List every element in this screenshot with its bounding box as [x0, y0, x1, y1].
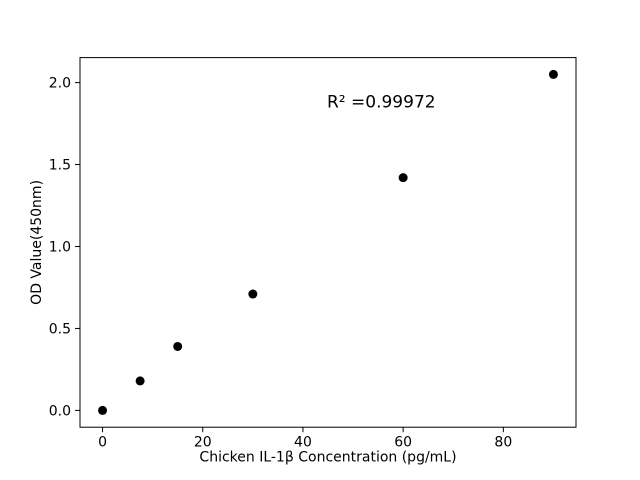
r-squared-annotation: R² =0.99972 [327, 93, 436, 113]
y-axis-tick-label: 1.0 [49, 240, 71, 256]
data-point [135, 376, 145, 386]
x-axis-tick-label: 0 [98, 435, 107, 451]
data-point [173, 341, 183, 351]
x-axis-tick-label: 60 [394, 435, 412, 451]
y-axis-label: OD Value(450nm) [29, 180, 45, 305]
axes-frame [79, 57, 577, 428]
data-point [98, 405, 108, 415]
x-axis-tick-label: 80 [494, 435, 512, 451]
y-axis-tick-label: 2.0 [49, 76, 71, 92]
data-point [398, 173, 408, 183]
y-axis-tick-label: 0.5 [49, 322, 71, 338]
data-point [248, 289, 258, 299]
x-axis-tick-label: 40 [294, 435, 312, 451]
x-axis-label: Chicken IL-1β Concentration (pg/mL) [199, 450, 456, 466]
x-axis-tick-label: 20 [194, 435, 212, 451]
data-point [548, 69, 558, 79]
y-axis-tick-label: 0.0 [49, 403, 71, 419]
y-axis-tick-label: 1.5 [49, 158, 71, 174]
